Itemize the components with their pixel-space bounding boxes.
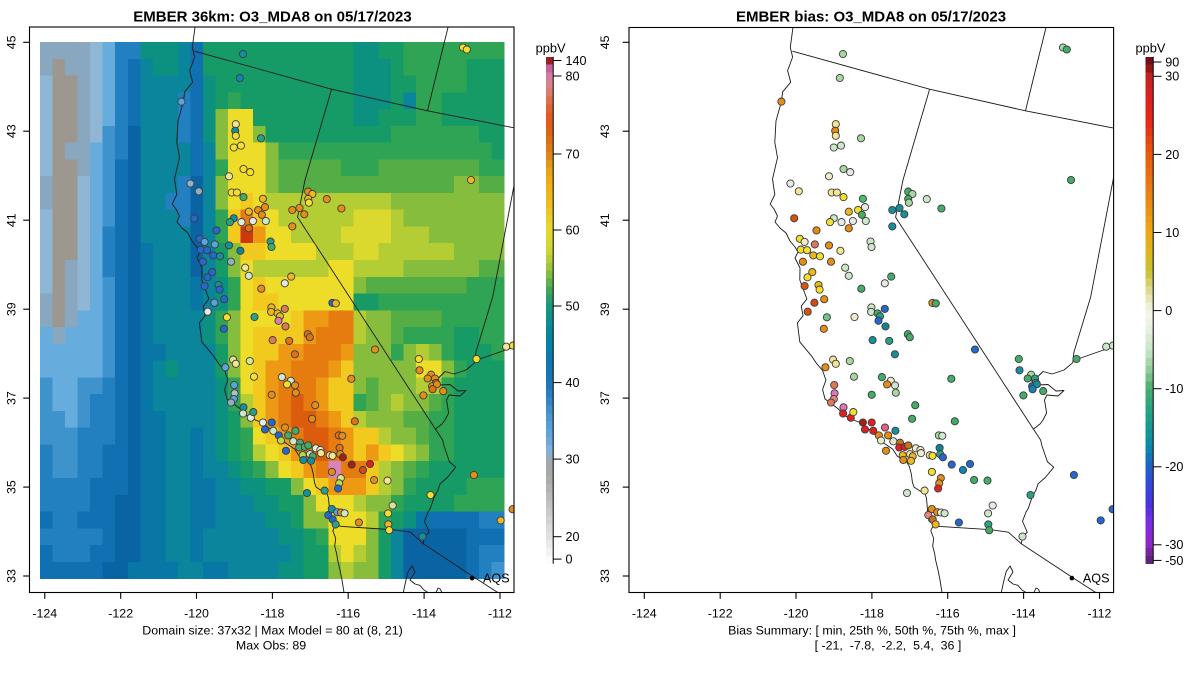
svg-text:-114: -114: [1012, 607, 1036, 621]
svg-text:-124: -124: [32, 607, 57, 621]
svg-text:ppbV: ppbV: [536, 41, 566, 56]
svg-text:10: 10: [1165, 226, 1179, 240]
svg-text:-20: -20: [1165, 460, 1183, 474]
svg-text:45: 45: [598, 35, 612, 49]
svg-text:33: 33: [5, 569, 19, 583]
svg-text:-118: -118: [260, 607, 284, 621]
svg-text:60: 60: [566, 223, 580, 237]
svg-text:-120: -120: [184, 607, 209, 621]
svg-text:-112: -112: [1088, 607, 1112, 621]
svg-text:37: 37: [5, 391, 19, 405]
svg-text:70: 70: [566, 147, 580, 161]
svg-text:37: 37: [598, 391, 612, 405]
svg-text:0: 0: [566, 553, 573, 567]
svg-text:Domain size: 37x32 | Max Model: Domain size: 37x32 | Max Model = 80 at (…: [142, 624, 402, 638]
svg-text:-30: -30: [1165, 538, 1183, 552]
svg-text:-120: -120: [784, 607, 809, 621]
svg-text:43: 43: [598, 124, 612, 138]
svg-text:35: 35: [598, 480, 612, 494]
svg-text:-116: -116: [336, 607, 360, 621]
svg-text:41: 41: [5, 213, 19, 227]
svg-text:-122: -122: [708, 607, 733, 621]
svg-text:-116: -116: [936, 607, 960, 621]
svg-text:30: 30: [566, 453, 580, 467]
svg-text:41: 41: [598, 213, 612, 227]
svg-text:AQS: AQS: [483, 572, 510, 586]
svg-text:[ -21, -7.8, -2.2, 5.4, 36: [ -21, -7.8, -2.2, 5.4, 36 ]: [815, 639, 962, 653]
svg-text:-50: -50: [1165, 554, 1183, 568]
svg-text:-10: -10: [1165, 382, 1183, 396]
svg-text:33: 33: [598, 569, 612, 583]
svg-text:Bias Summary: [ min, 25th %, 5: Bias Summary: [ min, 25th %, 50th %, 75t…: [728, 624, 1016, 638]
svg-text:39: 39: [598, 302, 612, 316]
svg-text:140: 140: [566, 54, 587, 68]
svg-text:ppbV: ppbV: [1136, 41, 1166, 56]
svg-text:40: 40: [566, 376, 580, 390]
svg-text:-122: -122: [108, 607, 133, 621]
svg-text:30: 30: [1165, 70, 1179, 84]
svg-text:20: 20: [1165, 148, 1179, 162]
svg-text:EMBER bias: O3_MDA8 on 05/17/2: EMBER bias: O3_MDA8 on 05/17/2023: [736, 9, 1006, 26]
svg-text:Max Obs: 89: Max Obs: 89: [236, 639, 306, 653]
svg-text:-112: -112: [488, 607, 512, 621]
svg-text:-114: -114: [412, 607, 436, 621]
svg-text:EMBER 36km: O3_MDA8 on 05/17/2: EMBER 36km: O3_MDA8 on 05/17/2023: [133, 9, 411, 26]
svg-text:20: 20: [566, 530, 580, 544]
svg-text:90: 90: [1165, 55, 1179, 69]
svg-text:-118: -118: [860, 607, 884, 621]
svg-text:39: 39: [5, 302, 19, 316]
svg-text:AQS: AQS: [1083, 572, 1110, 586]
svg-text:80: 80: [566, 69, 580, 83]
svg-text:43: 43: [5, 124, 19, 138]
svg-text:50: 50: [566, 299, 580, 313]
svg-text:0: 0: [1165, 304, 1172, 318]
svg-text:-124: -124: [632, 607, 657, 621]
svg-text:35: 35: [5, 480, 19, 494]
svg-text:45: 45: [5, 35, 19, 49]
